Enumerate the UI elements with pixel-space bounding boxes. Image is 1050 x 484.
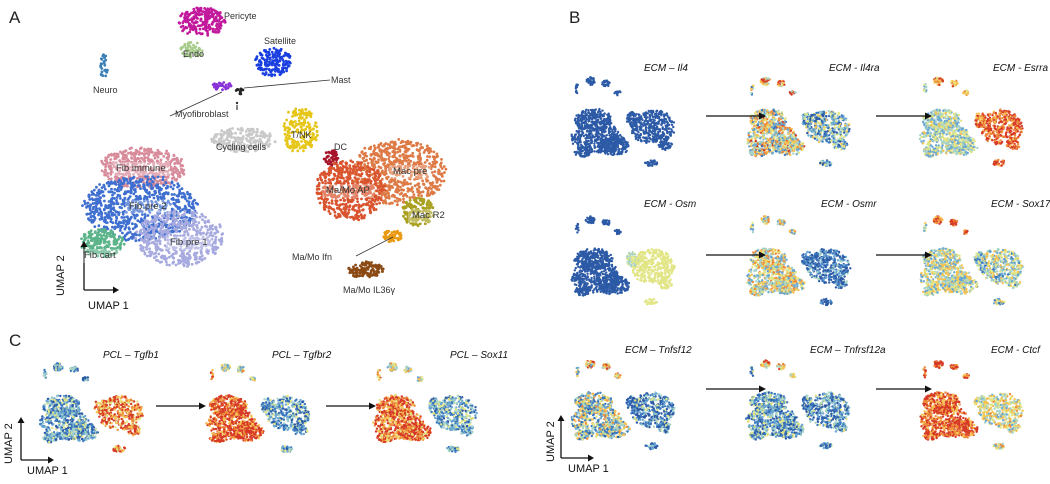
b-title-2: ECM - Il4ra	[829, 64, 880, 74]
panel-b-umap-0-0	[570, 76, 676, 167]
panel-b-umap-1-2	[919, 215, 1025, 306]
label-mast: Mast	[331, 76, 351, 85]
label-neuro: Neuro	[93, 86, 118, 95]
label-tnk: T/NK	[291, 131, 312, 140]
panel-b-umap-2-1	[744, 359, 851, 450]
panel-c-arrow-1	[156, 402, 206, 410]
label-myofibroblast: Myofibroblast	[175, 110, 229, 119]
label-mac-pre: Mac pre	[389, 165, 432, 179]
b-title-3: ECM - Esrra	[993, 64, 1048, 74]
c-title-1: PCL – Tgfb1	[103, 351, 159, 361]
label-pericyte: Pericyte	[224, 12, 257, 21]
c-title-3: PCL – Sox11	[450, 351, 508, 361]
panel-b-arrow-1-1	[706, 251, 766, 259]
panel-c-umap-0	[39, 362, 144, 453]
label-mamo-ifn: Ma/Mo Ifn	[292, 253, 332, 262]
label-fib-pre-1: Fib pre 1	[166, 236, 212, 250]
b-title-7: ECM – Tnfsf12	[625, 346, 692, 356]
panel-letter-a: A	[9, 9, 20, 26]
label-cycling-cells: Cycling cells	[216, 143, 266, 152]
panel-b-arrow-0-1	[706, 112, 766, 120]
label-endo: Endo	[183, 50, 204, 59]
label-fib-cart: Fib cart	[80, 249, 120, 263]
label-fib-immune: Fib immune	[112, 162, 170, 176]
label-fib-pre-2: Fib pre 2	[125, 200, 171, 214]
panel-b-axes	[557, 415, 594, 462]
panel-b-umap-1-0	[570, 215, 676, 306]
b-title-8: ECM – Tnfrsf12a	[810, 346, 886, 356]
mast-dot	[235, 101, 239, 105]
leader-line-2	[355, 236, 394, 257]
panel-b-umap-2-0	[570, 360, 676, 451]
label-satellite: Satellite	[264, 37, 296, 46]
b-title-1: ECM – Il4	[644, 64, 688, 74]
panel-a-umap	[80, 6, 448, 279]
panel-b-umap-0-2	[918, 76, 1024, 167]
b-axis-label-umap2: UMAP 2	[545, 421, 557, 462]
a-axis-label-umap2: UMAP 2	[55, 255, 67, 296]
b-title-4: ECM - Osm	[644, 200, 696, 210]
panel-c-umap-1	[205, 363, 311, 453]
label-dc: DC	[334, 143, 347, 152]
label-mac-r2: Mac R2	[408, 209, 449, 223]
b-title-9: ECM - Ctcf	[991, 346, 1040, 356]
panel-letter-c: C	[9, 332, 21, 349]
b-title-6: ECM - Sox17	[991, 200, 1050, 210]
panel-a-axes	[80, 241, 119, 294]
b-title-5: ECM - Osmr	[821, 200, 877, 210]
panel-b-umap-2-2	[919, 360, 1024, 450]
panel-letter-b: B	[569, 9, 580, 26]
panel-c-arrow-2	[326, 402, 376, 410]
leader-line-0	[169, 91, 223, 117]
panel-c-axes	[17, 417, 54, 464]
panel-b-umap-1-1	[745, 215, 852, 307]
c-axis-label-umap2: UMAP 2	[3, 423, 15, 464]
panel-b-arrow-2-2	[876, 385, 932, 393]
c-title-2: PCL – Tgfbr2	[272, 351, 331, 361]
leader-line-1	[243, 79, 331, 89]
label-mamo-il36: Ma/Mo IL36γ	[343, 286, 395, 295]
c-axis-label-umap1: UMAP 1	[27, 466, 68, 477]
panel-b-umap-0-1	[746, 76, 851, 167]
panel-b-arrow-1-2	[876, 251, 932, 259]
panel-b-arrow-2-1	[706, 385, 766, 393]
b-axis-label-umap1: UMAP 1	[568, 464, 609, 475]
panel-b-arrow-0-2	[876, 112, 932, 120]
panel-c-umap-2	[372, 362, 478, 453]
label-mamo-ap: Ma/Mo AP	[322, 184, 374, 198]
a-axis-label-umap1: UMAP 1	[88, 301, 129, 312]
